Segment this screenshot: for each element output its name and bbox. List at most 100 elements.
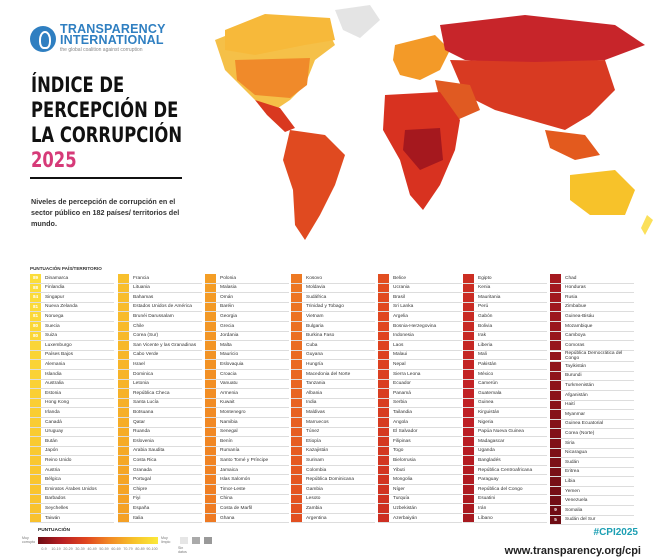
table-row: Albania — [291, 389, 375, 399]
table-row: Bangladés — [463, 456, 547, 466]
website-link[interactable]: www.transparency.org/cpi — [504, 545, 641, 557]
country-name: Papúa Nueva Guinea — [478, 429, 524, 435]
country-name: China — [220, 496, 233, 502]
score-cell — [550, 312, 561, 321]
country-name: Kirguistán — [478, 410, 500, 415]
country-name: Granada — [133, 467, 152, 473]
table-row: Luxemburgo — [30, 341, 114, 351]
country-name: Uruguay — [45, 429, 64, 435]
table-row: España — [118, 504, 202, 514]
country-name: Turkmenistán — [565, 383, 594, 389]
country-name: Cuba — [306, 342, 318, 348]
score-cell — [550, 362, 561, 371]
table-row: Zambia — [291, 504, 375, 514]
score-cell — [205, 427, 216, 437]
table-row: Guinea — [463, 398, 547, 409]
score-cell: 89 — [30, 274, 41, 283]
country-name: Suiza — [45, 333, 57, 339]
country-name: Irak — [478, 333, 486, 339]
score-cell — [205, 456, 216, 465]
score-cell — [205, 465, 216, 475]
score-cell — [205, 389, 216, 398]
table-row: Honduras — [550, 283, 634, 294]
score-cell — [550, 371, 561, 381]
country-name: Indonesia — [393, 333, 414, 339]
score-cell — [118, 427, 129, 437]
score-cell — [205, 446, 216, 456]
country-name: Sudán — [565, 459, 579, 465]
map-canada — [225, 14, 335, 55]
country-name: Barbados — [45, 496, 66, 502]
score-cell — [550, 321, 561, 331]
country-name: Mongolia — [393, 477, 413, 483]
table-row: Uruguay — [30, 427, 114, 438]
table-row: Camerún — [463, 379, 547, 390]
score-cell — [550, 390, 561, 400]
table-row: Portugal — [118, 475, 202, 486]
table-row: Bolivia — [463, 321, 547, 332]
legend-swatch — [204, 537, 212, 544]
country-name: Comoras — [565, 342, 585, 348]
country-name: Letonia — [133, 381, 149, 387]
score-cell — [378, 341, 389, 350]
table-row: Malta — [205, 341, 289, 351]
table-row: Chipre — [118, 485, 202, 495]
country-name: Sierra Leona — [393, 371, 421, 377]
country-name: Albania — [306, 390, 323, 396]
country-name: Corea (Sur) — [133, 333, 159, 339]
table-row: Serbia — [378, 398, 462, 409]
country-name: Burkina Faso — [306, 333, 335, 339]
table-row: Sudán — [550, 458, 634, 468]
table-row: Burundi — [550, 371, 634, 382]
country-name: Emiratos Árabes Unidos — [45, 486, 97, 492]
score-cell — [118, 465, 129, 475]
country-name: Bosnia-Herzegovina — [393, 323, 437, 329]
score-cell — [463, 475, 474, 485]
score-cell — [205, 408, 216, 417]
table-row: Eslovenia — [118, 437, 202, 447]
score-cell — [30, 475, 41, 485]
country-name: Taiwán — [45, 515, 60, 521]
score-cell — [463, 513, 474, 523]
score-cell — [550, 458, 561, 467]
score-cell: 5 — [550, 515, 561, 525]
country-name: Venezuela — [565, 498, 588, 504]
table-row: Polonia — [205, 274, 289, 284]
table-row: Marruecos — [291, 417, 375, 428]
country-name: Santo Tomé y Príncipe — [220, 457, 269, 463]
country-name: Costa de Marfil — [220, 505, 253, 511]
table-row: Nicaragua — [550, 448, 634, 459]
legend-nodata-swatch — [180, 537, 188, 544]
score-cell — [205, 360, 216, 369]
table-row: República del Congo — [463, 485, 547, 495]
country-name: Brasil — [393, 294, 405, 300]
country-name: Suecia — [45, 323, 60, 329]
table-row: República Democrática del Congo — [550, 351, 634, 363]
table-row: Colombia — [291, 465, 375, 476]
table-row: Namibia — [205, 417, 289, 428]
score-cell — [118, 302, 129, 312]
table-row: Gabón — [463, 312, 547, 322]
page-title: ÍNDICE DE PERCEPCIÓN DE LA CORRUPCIÓN 20… — [31, 73, 182, 173]
table-row: Kosovo — [291, 274, 375, 284]
country-name: Malasia — [220, 285, 237, 291]
table-row: Nigeria — [463, 417, 547, 428]
country-name: Ghana — [220, 515, 235, 521]
country-name: Zambia — [306, 505, 322, 511]
country-name: Montenegro — [220, 410, 246, 415]
country-name: Rusia — [565, 294, 578, 300]
country-name: Senegal — [220, 429, 238, 435]
score-cell — [463, 504, 474, 513]
country-name: México — [478, 371, 494, 377]
country-name: Bulgaria — [306, 323, 324, 329]
score-cell — [118, 379, 129, 389]
score-cell — [463, 341, 474, 350]
table-row: Hungría — [291, 360, 375, 370]
table-row: Malaui — [378, 350, 462, 361]
table-row: Baréin — [205, 302, 289, 313]
country-name: Países Bajos — [45, 352, 73, 358]
score-cell — [30, 398, 41, 408]
table-row: Ecuador — [378, 379, 462, 390]
score-cell — [378, 369, 389, 379]
